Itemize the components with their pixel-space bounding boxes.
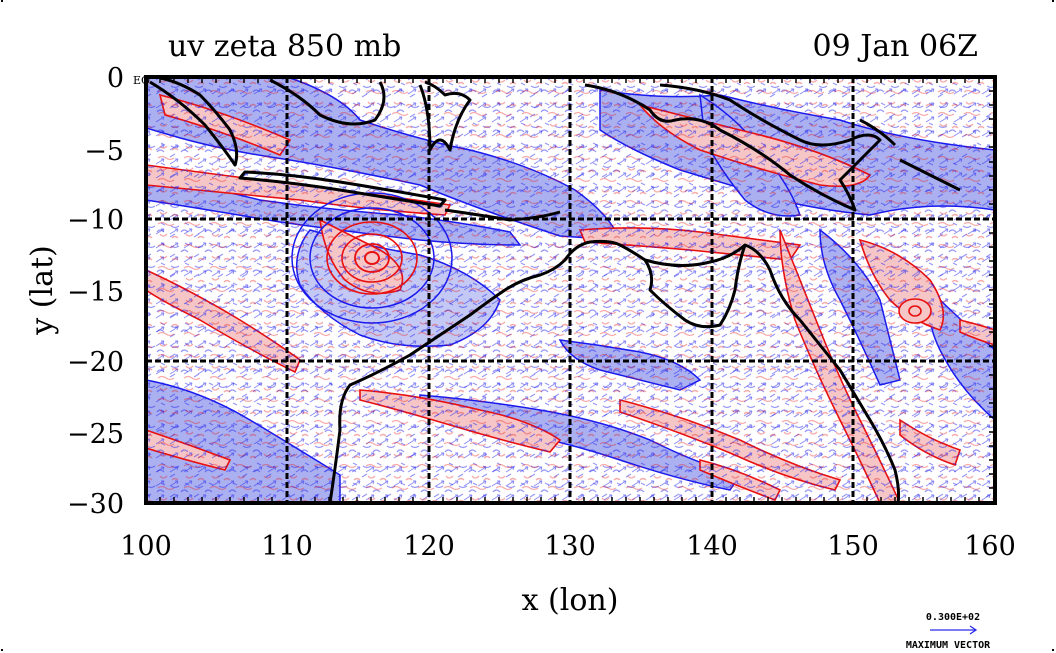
x-tick-label: 110 <box>261 531 313 562</box>
x-tick-label: 130 <box>544 531 596 562</box>
map-date-label: 09 Jan 06Z <box>813 29 979 64</box>
sumatra-coast <box>149 77 239 167</box>
carpentaria-coast <box>644 243 746 268</box>
grid-lines <box>146 77 995 503</box>
y-tick-label: −10 <box>67 205 124 236</box>
new-guinea-coast <box>584 83 882 212</box>
vector-legend: 0.300E+02 MAXIMUM VECTOR <box>906 612 991 651</box>
x-tick-label: 150 <box>827 531 879 562</box>
y-tick-label: −30 <box>67 489 124 520</box>
vector-legend-value: 0.300E+02 <box>926 612 980 623</box>
x-tick-label: 140 <box>686 531 738 562</box>
new-britain-coast <box>859 118 961 192</box>
map-title: uv zeta 850 mb <box>168 29 401 64</box>
vector-legend-arrow-icon <box>930 625 978 635</box>
y-tick-labels: 0 −5 −10 −15 −20 −25 −30 <box>67 63 124 520</box>
sulawesi-coast <box>418 80 472 152</box>
x-tick-labels: 100 110 120 130 140 150 160 <box>120 531 1016 562</box>
y-tick-label: −15 <box>67 277 124 308</box>
borneo-coast <box>269 78 386 126</box>
x-axis-label: x (lon) <box>522 583 619 618</box>
y-tick-label: −25 <box>67 419 124 450</box>
x-tick-label: 120 <box>403 531 455 562</box>
cyclone-vortex <box>291 192 453 324</box>
y-axis-label: y (lat) <box>25 245 60 335</box>
x-tick-label: 160 <box>964 531 1016 562</box>
x-tick-label: 100 <box>120 531 172 562</box>
border-ticks <box>159 77 995 503</box>
y-tick-label: 0 <box>107 63 124 94</box>
equator-label: EQ <box>133 74 150 87</box>
y-tick-label: −20 <box>67 347 124 378</box>
secondary-vortex <box>898 298 932 324</box>
java-coast <box>238 170 447 208</box>
vector-legend-label: MAXIMUM VECTOR <box>906 640 991 651</box>
y-tick-label: −5 <box>84 136 124 167</box>
